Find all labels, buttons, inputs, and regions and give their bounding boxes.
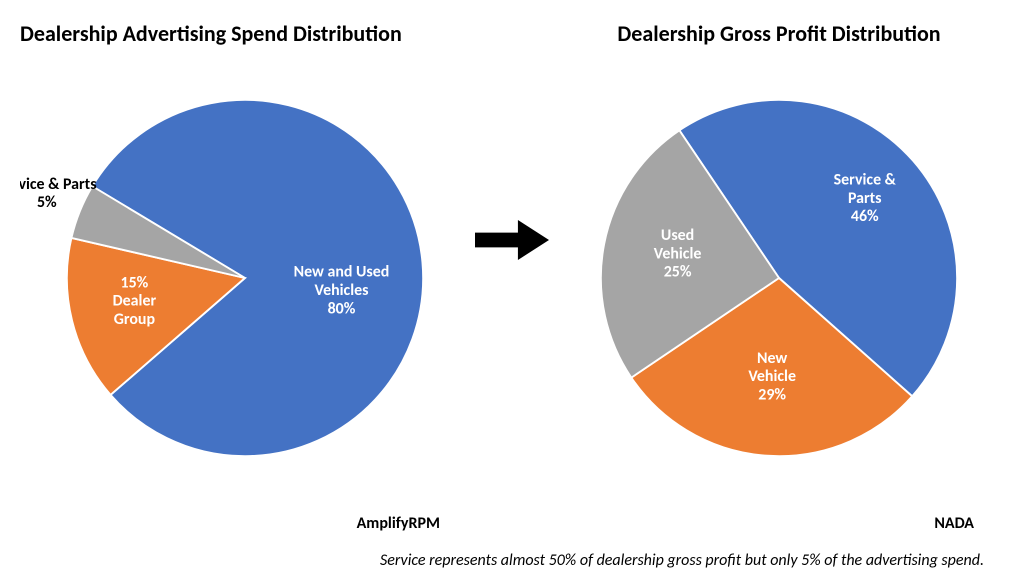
left-panel: Dealership Advertising Spend Distributio… <box>20 20 470 533</box>
arrow-right-icon <box>475 220 549 260</box>
left-chart-title: Dealership Advertising Spend Distributio… <box>20 20 470 47</box>
left-chart-source: AmplifyRPM <box>20 514 470 533</box>
right-chart-title: Dealership Gross Profit Distribution <box>554 20 1004 47</box>
arrow-wrap <box>472 220 552 260</box>
pie-chart: Service &Parts46%NewVehicle29%UsedVehicl… <box>554 53 1004 503</box>
right-panel: Dealership Gross Profit Distribution Ser… <box>554 20 1004 533</box>
pie-chart: New and UsedVehicles80%15%DealerGroupSer… <box>20 53 470 503</box>
charts-row: Dealership Advertising Spend Distributio… <box>20 20 1004 533</box>
right-chart: Service &Parts46%NewVehicle29%UsedVehicl… <box>554 53 1004 508</box>
left-chart: New and UsedVehicles80%15%DealerGroupSer… <box>20 53 470 508</box>
caption: Service represents almost 50% of dealers… <box>20 551 1004 570</box>
right-chart-source: NADA <box>554 514 1004 533</box>
